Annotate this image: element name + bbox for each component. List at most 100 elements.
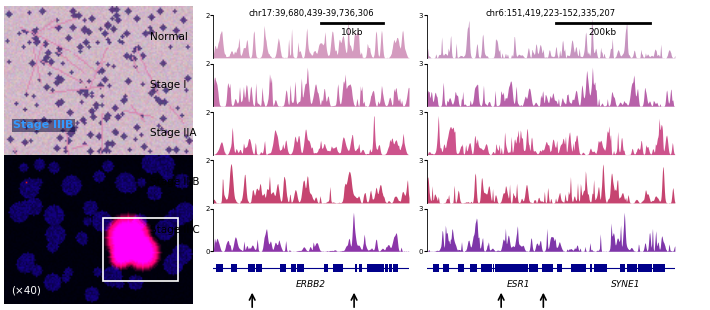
Bar: [355, 264, 357, 272]
Bar: [522, 264, 528, 272]
Bar: [444, 264, 449, 272]
Bar: [493, 264, 494, 272]
Text: Stage I: Stage I: [151, 80, 187, 90]
Bar: [248, 264, 251, 272]
Bar: [627, 264, 634, 272]
Bar: [334, 264, 337, 272]
Bar: [444, 264, 449, 272]
Text: 200kb: 200kb: [589, 28, 617, 37]
Bar: [216, 264, 219, 272]
Bar: [231, 264, 237, 272]
Text: Stage IIIB: Stage IIIB: [151, 177, 200, 187]
Text: ERBB2: ERBB2: [296, 280, 326, 289]
Bar: [644, 264, 652, 272]
Bar: [443, 264, 446, 272]
Bar: [620, 264, 624, 272]
Bar: [594, 264, 599, 272]
Bar: [298, 264, 305, 272]
Bar: [218, 264, 224, 272]
Bar: [542, 264, 544, 272]
Bar: [545, 264, 550, 272]
Text: SYNE1: SYNE1: [611, 280, 640, 289]
Bar: [291, 264, 296, 272]
Bar: [547, 264, 549, 272]
Bar: [359, 264, 362, 272]
Bar: [389, 264, 392, 272]
Bar: [470, 264, 476, 272]
Bar: [481, 264, 483, 272]
Bar: [580, 264, 586, 272]
Bar: [529, 264, 535, 272]
Bar: [339, 264, 343, 272]
Bar: [632, 264, 637, 272]
Text: Stage IIA: Stage IIA: [151, 128, 197, 138]
Bar: [557, 264, 562, 272]
Bar: [571, 264, 577, 272]
Bar: [337, 264, 341, 272]
Text: Normal: Normal: [151, 32, 188, 42]
Bar: [217, 264, 221, 272]
Text: 10kb: 10kb: [341, 28, 364, 37]
Bar: [544, 264, 551, 272]
Bar: [631, 264, 637, 272]
Bar: [530, 264, 538, 272]
Bar: [660, 264, 663, 272]
Bar: [462, 264, 464, 272]
Bar: [385, 264, 388, 272]
Bar: [393, 264, 398, 272]
Bar: [657, 264, 665, 272]
Bar: [327, 264, 329, 272]
Bar: [484, 264, 491, 272]
Bar: [485, 264, 492, 272]
Bar: [394, 264, 397, 272]
Bar: [324, 264, 327, 272]
Text: Stage IIIB: Stage IIIB: [13, 120, 73, 130]
Bar: [371, 264, 373, 272]
Bar: [655, 264, 662, 272]
Bar: [504, 264, 512, 272]
Bar: [333, 264, 337, 272]
Bar: [103, 218, 178, 281]
Bar: [458, 264, 463, 272]
Bar: [518, 264, 523, 272]
Bar: [378, 264, 384, 272]
Bar: [574, 264, 579, 272]
Bar: [367, 264, 371, 272]
Bar: [638, 264, 644, 272]
Bar: [519, 264, 522, 272]
Bar: [433, 264, 439, 272]
Bar: [374, 264, 381, 272]
Bar: [376, 264, 380, 272]
Bar: [499, 264, 506, 272]
Text: chr6:151,419,223-152,335,207: chr6:151,419,223-152,335,207: [486, 9, 616, 18]
Bar: [600, 264, 603, 272]
Bar: [252, 264, 255, 272]
Text: ESR1: ESR1: [507, 280, 530, 289]
Text: chr17:39,680,439-39,736,306: chr17:39,680,439-39,736,306: [248, 9, 373, 18]
Bar: [515, 264, 521, 272]
Bar: [395, 264, 398, 272]
Bar: [515, 264, 518, 272]
Bar: [650, 264, 652, 272]
Bar: [572, 264, 579, 272]
Bar: [602, 264, 607, 272]
Bar: [621, 264, 626, 272]
Bar: [632, 264, 634, 272]
Bar: [595, 264, 602, 272]
Text: Stage IIIC: Stage IIIC: [151, 225, 200, 235]
Bar: [372, 264, 374, 272]
Bar: [510, 264, 513, 272]
Bar: [297, 264, 302, 272]
Bar: [581, 264, 584, 272]
Bar: [280, 264, 285, 272]
Bar: [534, 264, 537, 272]
Bar: [495, 264, 501, 272]
Text: (×40): (×40): [11, 286, 41, 295]
Bar: [577, 264, 583, 272]
Bar: [482, 264, 485, 272]
Bar: [653, 264, 660, 272]
Bar: [517, 264, 521, 272]
Bar: [256, 264, 262, 272]
Bar: [548, 264, 553, 272]
Bar: [630, 264, 633, 272]
